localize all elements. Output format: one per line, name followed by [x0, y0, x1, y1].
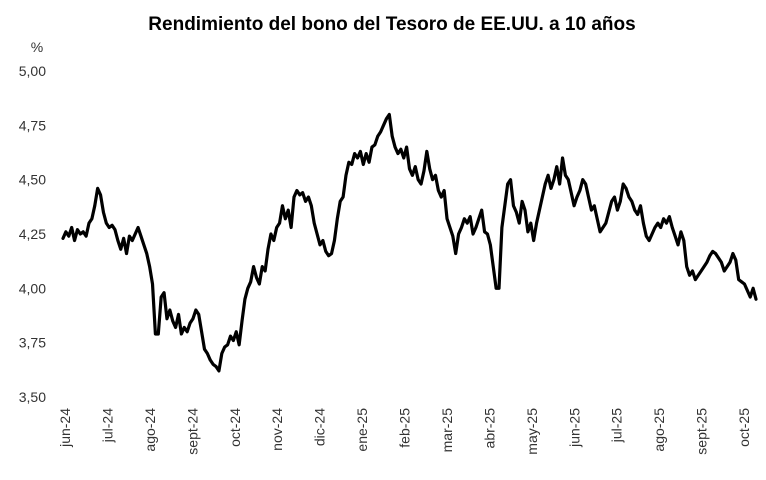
x-tick-label: abr-25	[481, 408, 497, 449]
x-tick-label: mar-25	[439, 408, 455, 453]
x-tick-label: feb-25	[397, 408, 413, 448]
x-tick-label: oct-25	[736, 408, 752, 447]
y-tick-label: 4,25	[19, 226, 46, 242]
x-axis: jun-24 jul-24 ago-24 sept-24 oct-24 nov-24 dic…	[57, 408, 752, 455]
x-tick-label: ago-24	[142, 408, 158, 452]
y-tick-label: 3,75	[19, 335, 46, 351]
x-tick-label: jun-24	[57, 408, 73, 448]
x-tick-label: sept-24	[184, 408, 200, 455]
y-tick-label: 3,50	[19, 389, 46, 405]
y-tick-label: 4,75	[19, 117, 46, 133]
y-tick-label: 4,00	[19, 280, 46, 296]
x-tick-label: jul-25	[609, 408, 625, 443]
x-tick-label: ene-25	[354, 408, 370, 452]
x-tick-label: jun-25	[566, 408, 582, 448]
y-tick-label: 5,00	[19, 63, 46, 79]
chart-title: Rendimiento del bono del Tesoro de EE.UU…	[148, 14, 635, 35]
y-axis-unit-label: %	[31, 39, 43, 55]
y-tick-label: 4,50	[19, 172, 46, 188]
x-tick-label: nov-24	[269, 408, 285, 451]
x-tick-label: sept-25	[694, 408, 710, 455]
series-layer	[61, 112, 758, 373]
x-tick-label: may-25	[524, 408, 540, 455]
x-tick-label: oct-24	[227, 408, 243, 447]
series-line	[61, 112, 758, 373]
y-axis: 3,50 3,75 4,00 4,25 4,50 4,75 5,00	[19, 63, 46, 405]
x-tick-label: dic-24	[312, 408, 328, 446]
x-tick-label: jul-24	[99, 408, 115, 443]
x-tick-label: ago-25	[651, 408, 667, 452]
